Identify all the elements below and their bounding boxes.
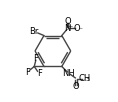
Text: CH: CH xyxy=(79,74,91,83)
Text: F: F xyxy=(25,68,30,77)
Text: O: O xyxy=(74,24,80,33)
Text: Br: Br xyxy=(29,27,38,36)
Text: O: O xyxy=(64,17,71,26)
Text: +: + xyxy=(68,24,73,29)
Text: N: N xyxy=(64,24,71,33)
Text: F: F xyxy=(33,54,38,63)
Text: NH: NH xyxy=(62,69,75,78)
Text: O: O xyxy=(73,82,79,91)
Text: F: F xyxy=(37,69,42,78)
Text: 3: 3 xyxy=(86,77,90,82)
Text: ⁻: ⁻ xyxy=(78,25,82,34)
